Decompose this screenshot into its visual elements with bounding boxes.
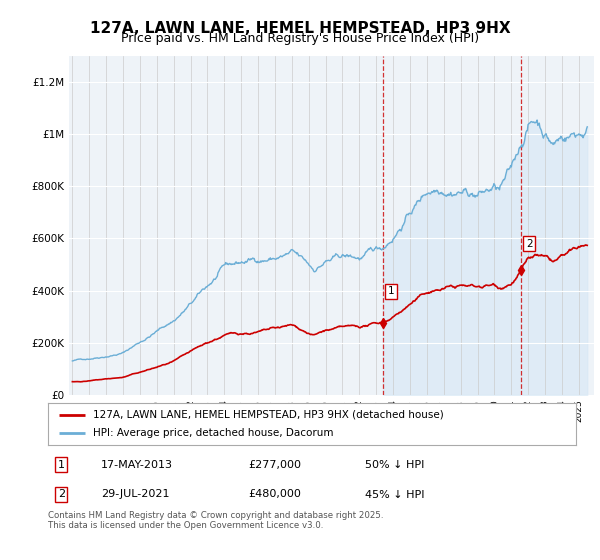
Text: 50% ↓ HPI: 50% ↓ HPI [365,460,424,470]
Text: 45% ↓ HPI: 45% ↓ HPI [365,489,424,500]
Text: 127A, LAWN LANE, HEMEL HEMPSTEAD, HP3 9HX (detached house): 127A, LAWN LANE, HEMEL HEMPSTEAD, HP3 9H… [93,410,443,420]
Text: 29-JUL-2021: 29-JUL-2021 [101,489,169,500]
Text: Price paid vs. HM Land Registry's House Price Index (HPI): Price paid vs. HM Land Registry's House … [121,32,479,45]
Text: 2: 2 [58,489,65,500]
Text: HPI: Average price, detached house, Dacorum: HPI: Average price, detached house, Daco… [93,428,334,438]
Text: £277,000: £277,000 [248,460,302,470]
Text: 127A, LAWN LANE, HEMEL HEMPSTEAD, HP3 9HX: 127A, LAWN LANE, HEMEL HEMPSTEAD, HP3 9H… [89,21,511,36]
Text: Contains HM Land Registry data © Crown copyright and database right 2025.
This d: Contains HM Land Registry data © Crown c… [48,511,383,530]
Text: 2: 2 [526,239,533,249]
Text: 1: 1 [58,460,65,470]
Text: 17-MAY-2013: 17-MAY-2013 [101,460,173,470]
Text: 1: 1 [388,286,394,296]
Text: £480,000: £480,000 [248,489,302,500]
